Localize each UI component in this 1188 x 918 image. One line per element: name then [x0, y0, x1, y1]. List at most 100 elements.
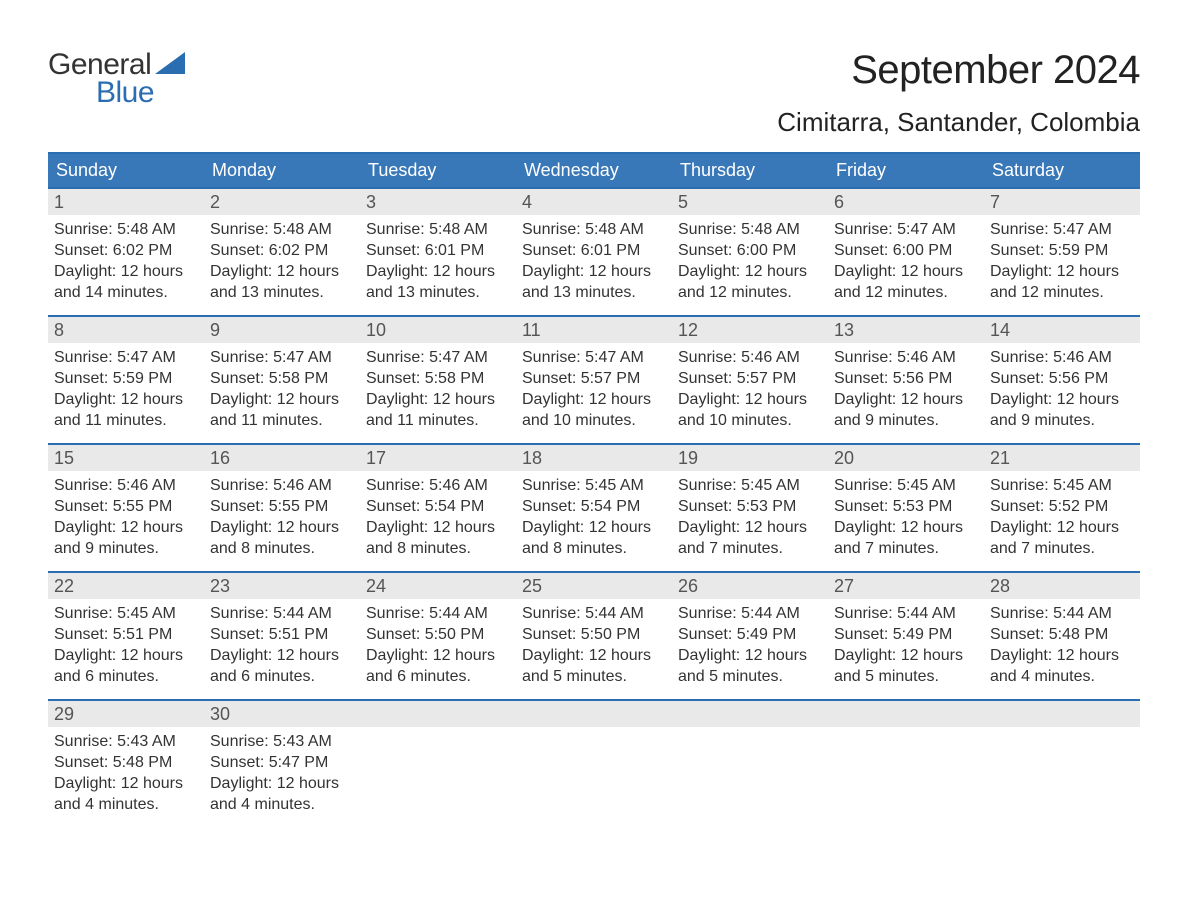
sunset-line: Sunset: 5:47 PM — [210, 752, 354, 773]
daylight-line2: and 10 minutes. — [522, 410, 666, 431]
daylight-line1: Daylight: 12 hours — [54, 389, 198, 410]
sunset-line: Sunset: 6:02 PM — [210, 240, 354, 261]
daylight-line2: and 14 minutes. — [54, 282, 198, 303]
daylight-line2: and 9 minutes. — [54, 538, 198, 559]
day-body: Sunrise: 5:44 AMSunset: 5:50 PMDaylight:… — [516, 599, 672, 691]
sunrise-line: Sunrise: 5:48 AM — [678, 219, 822, 240]
day-cell: 6Sunrise: 5:47 AMSunset: 6:00 PMDaylight… — [828, 189, 984, 315]
daylight-line1: Daylight: 12 hours — [54, 261, 198, 282]
day-body: Sunrise: 5:48 AMSunset: 6:00 PMDaylight:… — [672, 215, 828, 307]
day-body: Sunrise: 5:43 AMSunset: 5:48 PMDaylight:… — [48, 727, 204, 819]
daylight-line1: Daylight: 12 hours — [210, 645, 354, 666]
day-body: Sunrise: 5:44 AMSunset: 5:48 PMDaylight:… — [984, 599, 1140, 691]
daylight-line1: Daylight: 12 hours — [210, 261, 354, 282]
daylight-line1: Daylight: 12 hours — [210, 773, 354, 794]
day-cell: 12Sunrise: 5:46 AMSunset: 5:57 PMDayligh… — [672, 317, 828, 443]
day-cell: 26Sunrise: 5:44 AMSunset: 5:49 PMDayligh… — [672, 573, 828, 699]
day-number: 22 — [48, 573, 204, 599]
day-body: Sunrise: 5:48 AMSunset: 6:02 PMDaylight:… — [48, 215, 204, 307]
weekday-header-cell: Wednesday — [516, 154, 672, 187]
sunrise-line: Sunrise: 5:46 AM — [990, 347, 1134, 368]
day-cell: 18Sunrise: 5:45 AMSunset: 5:54 PMDayligh… — [516, 445, 672, 571]
sunrise-line: Sunrise: 5:44 AM — [522, 603, 666, 624]
day-body: Sunrise: 5:46 AMSunset: 5:55 PMDaylight:… — [204, 471, 360, 563]
day-number: 19 — [672, 445, 828, 471]
day-body: Sunrise: 5:47 AMSunset: 5:58 PMDaylight:… — [204, 343, 360, 435]
week-row: 22Sunrise: 5:45 AMSunset: 5:51 PMDayligh… — [48, 571, 1140, 699]
daylight-line2: and 12 minutes. — [990, 282, 1134, 303]
week-row: 15Sunrise: 5:46 AMSunset: 5:55 PMDayligh… — [48, 443, 1140, 571]
daylight-line2: and 7 minutes. — [834, 538, 978, 559]
day-body: Sunrise: 5:44 AMSunset: 5:50 PMDaylight:… — [360, 599, 516, 691]
sunset-line: Sunset: 5:57 PM — [678, 368, 822, 389]
day-number: 12 — [672, 317, 828, 343]
sunset-line: Sunset: 5:53 PM — [678, 496, 822, 517]
sunset-line: Sunset: 5:51 PM — [54, 624, 198, 645]
day-cell — [360, 701, 516, 827]
sunset-line: Sunset: 5:55 PM — [210, 496, 354, 517]
daylight-line2: and 5 minutes. — [834, 666, 978, 687]
weekday-header-cell: Sunday — [48, 154, 204, 187]
day-number: 9 — [204, 317, 360, 343]
day-cell: 1Sunrise: 5:48 AMSunset: 6:02 PMDaylight… — [48, 189, 204, 315]
day-cell: 27Sunrise: 5:44 AMSunset: 5:49 PMDayligh… — [828, 573, 984, 699]
daylight-line2: and 12 minutes. — [834, 282, 978, 303]
sunrise-line: Sunrise: 5:44 AM — [990, 603, 1134, 624]
day-cell: 2Sunrise: 5:48 AMSunset: 6:02 PMDaylight… — [204, 189, 360, 315]
weekday-header-cell: Saturday — [984, 154, 1140, 187]
week-row: 29Sunrise: 5:43 AMSunset: 5:48 PMDayligh… — [48, 699, 1140, 827]
sunset-line: Sunset: 5:52 PM — [990, 496, 1134, 517]
daylight-line2: and 5 minutes. — [678, 666, 822, 687]
daylight-line2: and 11 minutes. — [210, 410, 354, 431]
day-body: Sunrise: 5:47 AMSunset: 5:59 PMDaylight:… — [48, 343, 204, 435]
day-cell: 11Sunrise: 5:47 AMSunset: 5:57 PMDayligh… — [516, 317, 672, 443]
sunset-line: Sunset: 5:57 PM — [522, 368, 666, 389]
day-cell — [828, 701, 984, 827]
daylight-line2: and 13 minutes. — [522, 282, 666, 303]
daylight-line2: and 6 minutes. — [366, 666, 510, 687]
sunrise-line: Sunrise: 5:48 AM — [366, 219, 510, 240]
sunrise-line: Sunrise: 5:45 AM — [678, 475, 822, 496]
daylight-line2: and 4 minutes. — [990, 666, 1134, 687]
sunset-line: Sunset: 6:00 PM — [678, 240, 822, 261]
day-cell: 10Sunrise: 5:47 AMSunset: 5:58 PMDayligh… — [360, 317, 516, 443]
daylight-line2: and 4 minutes. — [210, 794, 354, 815]
sunrise-line: Sunrise: 5:46 AM — [54, 475, 198, 496]
sunset-line: Sunset: 5:59 PM — [990, 240, 1134, 261]
day-number: 30 — [204, 701, 360, 727]
day-number: 15 — [48, 445, 204, 471]
day-number: 23 — [204, 573, 360, 599]
sunset-line: Sunset: 5:54 PM — [522, 496, 666, 517]
sunset-line: Sunset: 5:54 PM — [366, 496, 510, 517]
daylight-line1: Daylight: 12 hours — [990, 389, 1134, 410]
sunrise-line: Sunrise: 5:44 AM — [834, 603, 978, 624]
daylight-line1: Daylight: 12 hours — [678, 389, 822, 410]
sunset-line: Sunset: 5:51 PM — [210, 624, 354, 645]
day-number: 1 — [48, 189, 204, 215]
daylight-line1: Daylight: 12 hours — [678, 261, 822, 282]
sunrise-line: Sunrise: 5:43 AM — [54, 731, 198, 752]
day-cell: 29Sunrise: 5:43 AMSunset: 5:48 PMDayligh… — [48, 701, 204, 827]
sunrise-line: Sunrise: 5:47 AM — [522, 347, 666, 368]
sunset-line: Sunset: 5:59 PM — [54, 368, 198, 389]
day-number — [828, 701, 984, 727]
header-row: General Blue September 2024 Cimitarra, S… — [48, 48, 1140, 138]
sunrise-line: Sunrise: 5:45 AM — [834, 475, 978, 496]
day-body: Sunrise: 5:45 AMSunset: 5:51 PMDaylight:… — [48, 599, 204, 691]
sunrise-line: Sunrise: 5:43 AM — [210, 731, 354, 752]
daylight-line1: Daylight: 12 hours — [678, 645, 822, 666]
day-cell: 28Sunrise: 5:44 AMSunset: 5:48 PMDayligh… — [984, 573, 1140, 699]
sunset-line: Sunset: 5:58 PM — [366, 368, 510, 389]
day-number: 5 — [672, 189, 828, 215]
sail-icon — [155, 52, 185, 79]
daylight-line2: and 10 minutes. — [678, 410, 822, 431]
daylight-line2: and 9 minutes. — [834, 410, 978, 431]
sunset-line: Sunset: 5:55 PM — [54, 496, 198, 517]
sunrise-line: Sunrise: 5:47 AM — [210, 347, 354, 368]
sunrise-line: Sunrise: 5:44 AM — [210, 603, 354, 624]
daylight-line1: Daylight: 12 hours — [366, 645, 510, 666]
sunset-line: Sunset: 6:02 PM — [54, 240, 198, 261]
sunset-line: Sunset: 5:56 PM — [834, 368, 978, 389]
day-body: Sunrise: 5:45 AMSunset: 5:52 PMDaylight:… — [984, 471, 1140, 563]
day-number: 27 — [828, 573, 984, 599]
